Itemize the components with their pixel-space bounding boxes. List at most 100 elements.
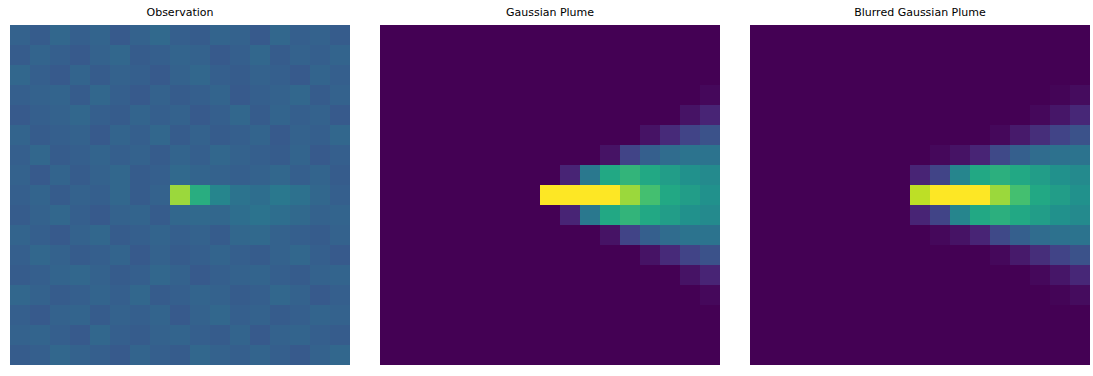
heatmap-cell [640, 45, 661, 66]
heatmap-cell [870, 325, 891, 346]
heatmap-cell [910, 125, 931, 146]
heatmap-cell [310, 185, 331, 206]
heatmap-cell [1070, 165, 1090, 186]
heatmap-cell [1010, 285, 1031, 306]
heatmap-cell [600, 45, 621, 66]
heatmap-cell [400, 165, 421, 186]
heatmap-cell [700, 345, 720, 365]
heatmap-cell [330, 25, 350, 46]
heatmap-cell [750, 105, 771, 126]
heatmap-cell [310, 345, 331, 365]
heatmap-cell [1030, 205, 1051, 226]
heatmap-cell [1010, 205, 1031, 226]
heatmap-cell [600, 85, 621, 106]
heatmap-cell [520, 165, 541, 186]
heatmap-cell [700, 45, 720, 66]
heatmap-cell [540, 345, 561, 365]
heatmap-cell [1030, 185, 1051, 206]
heatmap-cell [890, 325, 911, 346]
heatmap-cell [910, 205, 931, 226]
heatmap-cell [620, 105, 641, 126]
heatmap-cell [910, 345, 931, 365]
heatmap-cell [830, 185, 851, 206]
heatmap-cell [380, 345, 401, 365]
heatmap-cell [190, 185, 211, 206]
heatmap-cell [230, 105, 251, 126]
heatmap-cell [680, 305, 701, 326]
heatmap-cell [380, 145, 401, 166]
heatmap-cell [990, 65, 1011, 86]
heatmap-cell [850, 265, 871, 286]
heatmap-cell [420, 305, 441, 326]
heatmap-cells [380, 25, 720, 365]
heatmap-cell [580, 205, 601, 226]
heatmap-cell [970, 105, 991, 126]
heatmap-cell [870, 165, 891, 186]
heatmap-cell [270, 65, 291, 86]
heatmap-cell [270, 305, 291, 326]
heatmap-cell [250, 285, 271, 306]
heatmap-cell [170, 245, 191, 266]
heatmap-cell [1010, 325, 1031, 346]
heatmap-cell [830, 305, 851, 326]
heatmap-cell [890, 205, 911, 226]
heatmap-cell [990, 25, 1011, 46]
heatmap-cell [770, 225, 791, 246]
heatmap-cell [700, 125, 720, 146]
heatmap-cell [830, 165, 851, 186]
heatmap-cell [560, 25, 581, 46]
heatmap-cell [110, 65, 131, 86]
heatmap-cell [850, 165, 871, 186]
heatmap-cell [750, 185, 771, 206]
heatmap-cell [440, 145, 461, 166]
heatmap-cell [230, 245, 251, 266]
heatmap-cell [50, 265, 71, 286]
heatmap-cell [910, 165, 931, 186]
heatmap-cell [330, 125, 350, 146]
heatmap-cell [380, 45, 401, 66]
heatmap-cell [870, 45, 891, 66]
heatmap-cell [540, 85, 561, 106]
heatmap-cell [540, 325, 561, 346]
heatmap-cell [700, 25, 720, 46]
heatmap-cell [540, 25, 561, 46]
heatmap-cell [1070, 85, 1090, 106]
heatmap-cell [170, 85, 191, 106]
heatmap-cell [1010, 245, 1031, 266]
heatmap-cell [1010, 185, 1031, 206]
heatmap-cell [230, 265, 251, 286]
heatmap-cell [660, 105, 681, 126]
heatmap-cell [830, 25, 851, 46]
heatmap-cell [520, 45, 541, 66]
heatmap-cell [680, 265, 701, 286]
heatmap-cell [10, 105, 31, 126]
heatmap-cell [750, 285, 771, 306]
heatmap-cell [560, 205, 581, 226]
heatmap-cell [580, 45, 601, 66]
heatmap-cell [460, 65, 481, 86]
heatmap-cell [480, 125, 501, 146]
heatmap-cell [580, 145, 601, 166]
heatmap-cell [250, 105, 271, 126]
heatmap-cell [540, 105, 561, 126]
heatmap-cell [850, 85, 871, 106]
heatmap-cell [480, 65, 501, 86]
heatmap-cell [150, 285, 171, 306]
heatmap-cell [440, 85, 461, 106]
heatmap-cell [790, 285, 811, 306]
heatmap-cell [400, 225, 421, 246]
heatmap-cell [870, 265, 891, 286]
heatmap-cell [890, 225, 911, 246]
heatmap-cell [790, 265, 811, 286]
heatmap-cell [520, 185, 541, 206]
heatmap-cell [270, 205, 291, 226]
heatmap-cell [290, 265, 311, 286]
heatmap-cell [190, 145, 211, 166]
heatmap-cell [790, 45, 811, 66]
heatmap-cell [110, 305, 131, 326]
heatmap-cell [660, 325, 681, 346]
heatmap-cell [910, 105, 931, 126]
heatmap-cell [460, 225, 481, 246]
heatmap-cell [1010, 305, 1031, 326]
heatmap-cell [830, 325, 851, 346]
